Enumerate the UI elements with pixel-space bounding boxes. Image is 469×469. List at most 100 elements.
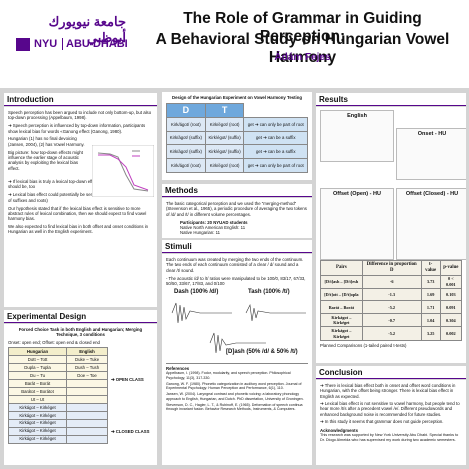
table-row: Kirkágot – Kirkéget [7, 434, 108, 444]
ack-text: This research was supported by New York … [320, 432, 459, 442]
table-cell: Kirk/ágot/ (root) [166, 117, 206, 132]
table-header: t-value [420, 260, 441, 276]
result-figure: English [320, 110, 394, 162]
result-figure: Offset (Closed) - HU [396, 188, 466, 260]
table-cell: [D/t]ash – [D/t]esh [320, 274, 363, 289]
table-cell: Barát – Borát [320, 300, 363, 315]
ack-heading: Acknowledgments [320, 427, 358, 433]
section-heading: Introduction [4, 93, 157, 106]
table-header: English [66, 347, 108, 357]
table-cell: get ➔ can be a suffix [243, 130, 308, 146]
table-row: Kirkágot – Kirkéget [7, 418, 108, 428]
table-cell: -6 [361, 274, 422, 289]
wave-label: [D]ash (50% /d/ & 50% /t/) [226, 348, 298, 355]
conclusion-bullet: ➔ In this study it seems that grammar do… [320, 419, 444, 425]
logo-abudhabi: ABU DHABI [62, 38, 128, 50]
table-header: Pairs [320, 260, 363, 276]
table-cell: Dupla – Tupla [7, 362, 68, 372]
intro-paragraph: Our hypothesis stated that if the lexica… [8, 205, 147, 222]
intro-paragraph: ➔ If lexical bias is truly a lexical top… [8, 179, 153, 190]
table-cell: Kirkágot – Kirkéget [7, 418, 68, 428]
table-cell: Barát – Borát [7, 378, 68, 388]
table-cell [66, 410, 108, 420]
table-cell: Kirkágot – Kirkéget [7, 426, 68, 436]
table-row: Kirk/ágot/ (root) Kirk/égot/ (root) get ➔ … [166, 117, 308, 132]
table-row: Kirkágot – Kirkéget [7, 402, 108, 412]
table-cell: Kirk/ágot/ (suffix) [166, 144, 206, 159]
table-cell: 0.091 [439, 300, 463, 315]
table-cell: Kirk/égot/ (root) [204, 117, 245, 132]
logo-nyu: NYU [34, 38, 58, 50]
header: جامعة نيويورك أبوظبي NYU ABU DHABI The R… [0, 0, 469, 88]
design-panel: Forced Choice Task in both English and H… [4, 324, 157, 465]
table-cell [66, 402, 108, 412]
conclusion-bullet: ➔ Lexical bias effect is not sensitive t… [320, 401, 460, 417]
design-table: Hungarian English Dott – Tott Duke – Tuke Du… [7, 347, 108, 444]
table-cell: Duke – Tuke [66, 355, 108, 364]
table-row: Kirk/ágot/ (root) Kirk/égot/ (root) get ➔ … [166, 157, 308, 173]
intro-paragraph: Big picture: how top-down effects might … [8, 149, 83, 171]
stimuli-text: - The acoustic /d/ to /t/ ratios were ma… [166, 275, 306, 286]
wave-label: Dash (100% /d/) [174, 288, 219, 295]
table-cell [66, 378, 108, 388]
table-row: Kirkágot – Kirkéget [7, 410, 108, 420]
results-panel: English Onset - HU Offset (Open) - HU Offse… [316, 107, 466, 363]
table-cell: get ➔ can be a suffix [243, 144, 308, 159]
table-cell [66, 386, 108, 396]
participants-english: Native North American English: 11 [180, 224, 246, 230]
stimuli-panel: Each continuum was created by merging th… [162, 254, 312, 465]
intro-paragraph: We also expected to find lexical bias in… [8, 224, 149, 235]
conclusion-panel: ➔ There is lexical bias effect both in o… [316, 380, 466, 465]
participants-hungarian: Native Hungarian: 11 [180, 230, 221, 236]
logo-arabic: جامعة نيويورك أبوظبي [48, 14, 126, 45]
result-figure: Onset - HU [396, 128, 466, 180]
table-cell: Ut – Ut [7, 394, 68, 404]
harmony-title: Design of the Hungarian Experiment on Vo… [172, 95, 302, 100]
reference: Stevenson, D. C., Hagler, L. T., & Rubin… [166, 402, 303, 412]
intro-paragraph: Hungarian (1) has no final devoicing (Ja… [8, 136, 85, 147]
table-header: Difference in proportion D [361, 260, 422, 276]
table-cell: 0.103 [439, 287, 463, 302]
intro-paragraph: ➔ Speech perception is influenced by top… [8, 123, 146, 134]
table-cell: [D/t]ott – [D/t]opla [320, 287, 363, 302]
figure-title: Onset - HU [417, 131, 447, 137]
table-cell: Dott – Tott [7, 355, 68, 364]
intro-figure [92, 145, 154, 197]
table-cell: Du – Tu [7, 370, 68, 380]
harmony-panel: Design of the Hungarian Experiment on Vo… [162, 92, 312, 180]
table-header [243, 103, 308, 118]
table-row: Kirkágot – Kirkéget -5.2 3.25 0.002 [320, 326, 463, 341]
table-cell: -0.7 [361, 313, 422, 328]
table-cell: 0.002 [439, 326, 463, 341]
table-cell: 1.69 [420, 287, 441, 302]
stimuli-text: Each continuum was created by merging th… [166, 257, 304, 273]
table-cell: 0.304 [439, 313, 463, 328]
table-header: T [204, 103, 245, 119]
table-cell: get ➔ can only be part of root [243, 117, 308, 132]
harmony-table: D T Kirk/ágot/ (root) Kirk/égot/ (root) get … [166, 103, 308, 173]
section-heading: Conclusion [316, 366, 466, 379]
table-cell: Kirk/égot/ (root) [204, 157, 245, 173]
table-row: Kirkágot – Kirkéget [7, 426, 108, 436]
table-header: p-value [439, 260, 463, 276]
table-cell: Kirk/ágot/ (root) [166, 157, 206, 173]
table-cell: -5.2 [361, 300, 422, 315]
table-row: Kirkágot – Kirkéget -0.7 1.04 0.304 [320, 313, 463, 328]
design-subtitle: Forced Choice Task in both English and H… [18, 327, 143, 338]
table-cell: -5.2 [361, 326, 422, 341]
section-heading: Results [316, 93, 466, 106]
figure-title: English [347, 113, 367, 119]
table-row: [D/t]ash – [D/t]esh -6 3.73 0 < 0.001 [320, 274, 463, 289]
table-row: [D/t]ott – [D/t]opla -1.3 1.69 0.103 [320, 287, 463, 302]
table-row: Kirk/ágot/ (suffix) Kirk/égot/ (suffix) ge… [166, 130, 308, 146]
table-cell: 1.71 [420, 300, 441, 315]
reference: Jansen, W. (2004). Laryngeal contrast an… [166, 392, 304, 401]
logo-torch [16, 38, 30, 51]
conclusion-bullet: ➔ There is lexical bias effect both in o… [320, 383, 456, 399]
table-cell: 3.25 [420, 326, 441, 341]
table-cell: 0 < 0.001 [439, 274, 463, 289]
wave-label: Tash (100% /t/) [248, 288, 290, 295]
result-figure: Offset (Open) - HU [320, 188, 394, 260]
reference: Ganong, W. F. (1980). Phonetic categoriz… [166, 381, 302, 391]
